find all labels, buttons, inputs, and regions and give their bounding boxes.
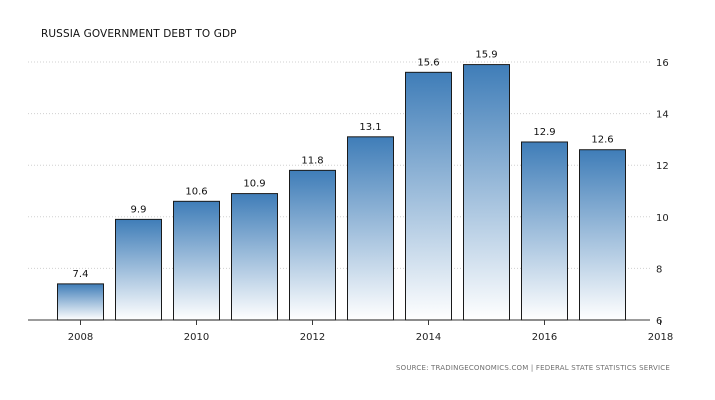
- data-labels: 7.4 9.9 10.6 10.9 11.8 13.1 15.6 15.9 12.9 12.6: [73, 50, 614, 280]
- y-tick-label: 8: [656, 264, 662, 275]
- bar-2017: [579, 149, 626, 321]
- x-tick-label: 2012: [300, 332, 325, 343]
- x-tick-label: 2014: [416, 332, 441, 343]
- data-label-2017: 12.6: [591, 135, 613, 146]
- data-label-2016: 12.9: [533, 127, 555, 138]
- bar-2009: [115, 218, 162, 321]
- y-tick-label: 10: [656, 213, 669, 224]
- x-axis: 2008 2010 2012 2014 2016 2018: [68, 320, 673, 343]
- bar-2010: [173, 200, 220, 321]
- x-tick-label: 2016: [532, 332, 557, 343]
- data-label-2015: 15.9: [475, 50, 497, 61]
- bar-2008: [57, 283, 104, 321]
- data-label-2010: 10.6: [185, 186, 207, 197]
- bar-2013: [347, 136, 394, 321]
- x-tick-label: 2018: [648, 332, 673, 343]
- bar-2016: [521, 141, 568, 321]
- data-label-2012: 11.8: [301, 155, 323, 166]
- x-tick-label: 2008: [68, 332, 93, 343]
- y-tick-label: 6: [656, 316, 662, 327]
- bars: [57, 64, 626, 321]
- bar-2012: [289, 169, 336, 321]
- chart-title: RUSSIA GOVERNMENT DEBT TO GDP: [41, 28, 237, 40]
- bar-2011: [231, 193, 278, 321]
- y-tick-label: 16: [656, 58, 669, 69]
- y-tick-label: 14: [656, 110, 669, 121]
- x-tick-label: 2010: [184, 332, 209, 343]
- data-label-2013: 13.1: [359, 122, 381, 133]
- data-label-2008: 7.4: [73, 269, 89, 280]
- source-note: SOURCE: TRADINGECONOMICS.COM | FEDERAL S…: [395, 364, 670, 372]
- bar-2014: [405, 71, 452, 321]
- bar-2015: [463, 64, 510, 321]
- data-label-2011: 10.9: [243, 179, 265, 190]
- y-axis: 6 8 10 12 14 16: [656, 58, 669, 327]
- data-label-2009: 9.9: [131, 204, 147, 215]
- data-label-2014: 15.6: [417, 57, 439, 68]
- y-tick-label: 12: [656, 161, 669, 172]
